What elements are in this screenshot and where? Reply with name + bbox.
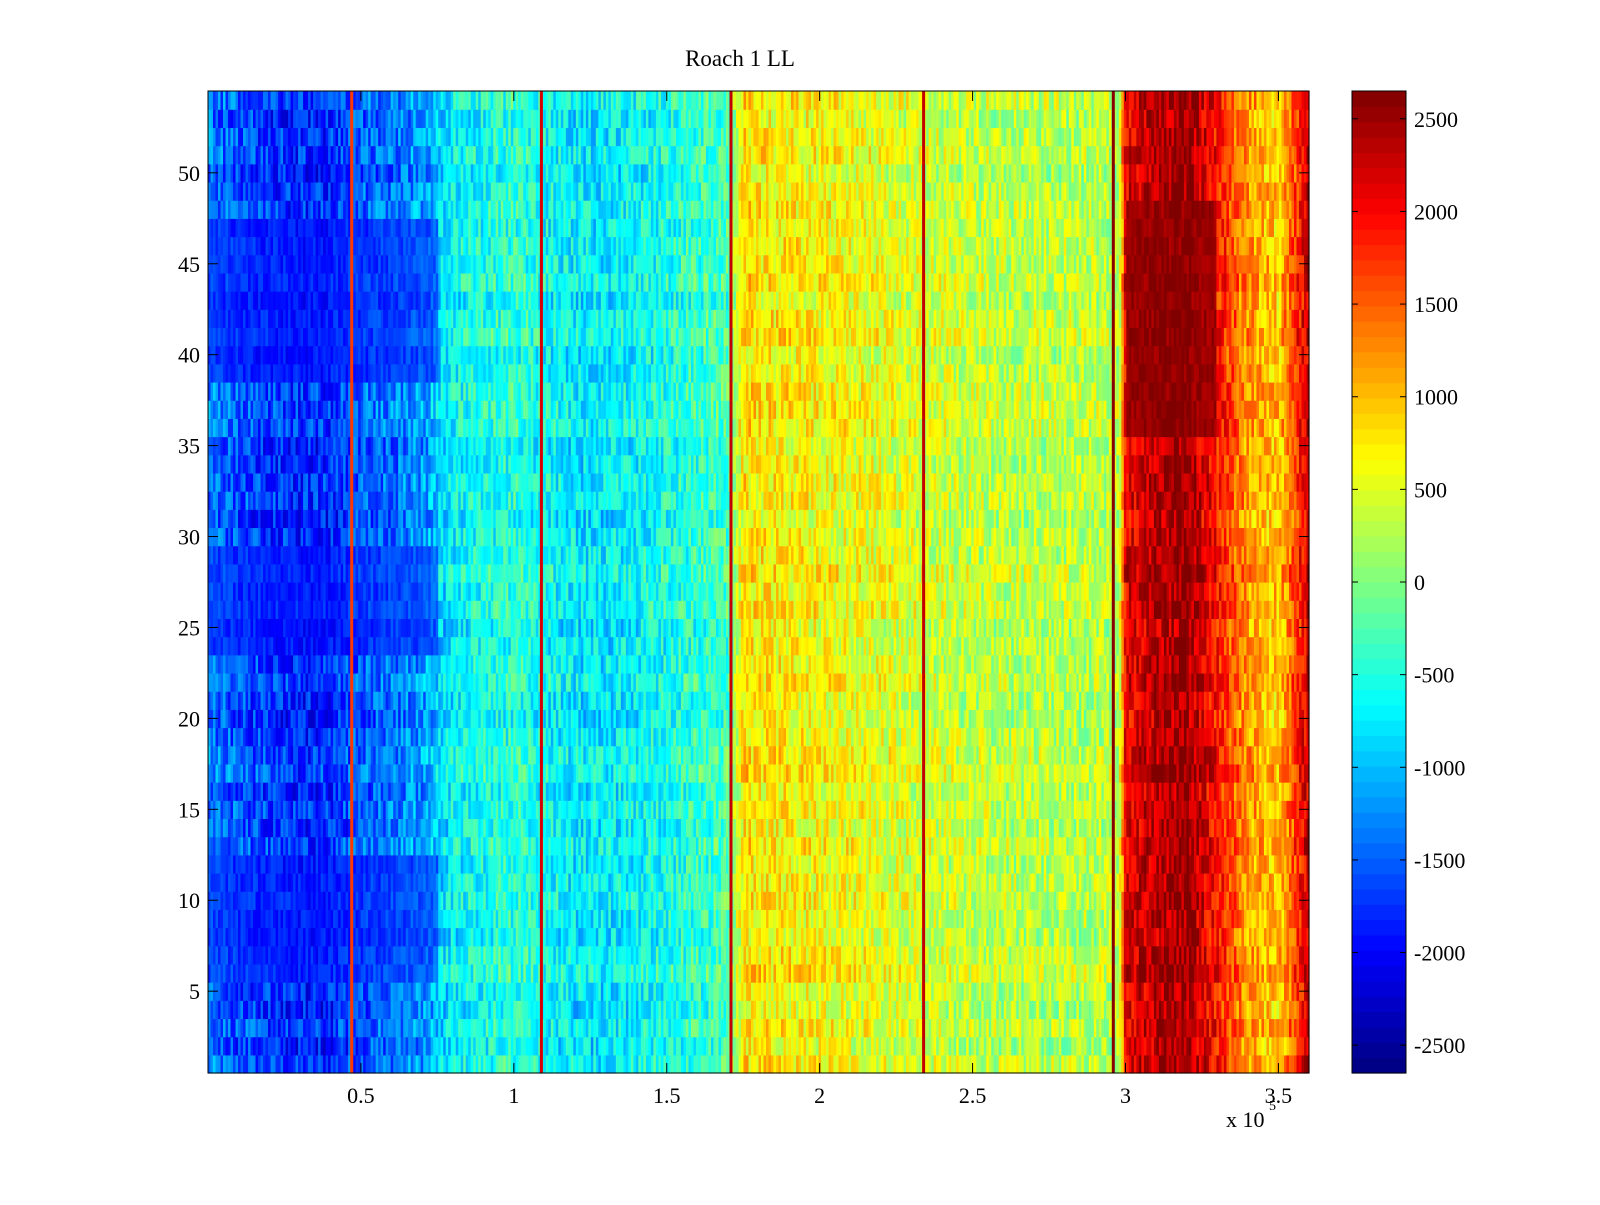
chart-title: Roach 1 LL xyxy=(685,46,795,71)
plot-area xyxy=(208,91,1310,1074)
